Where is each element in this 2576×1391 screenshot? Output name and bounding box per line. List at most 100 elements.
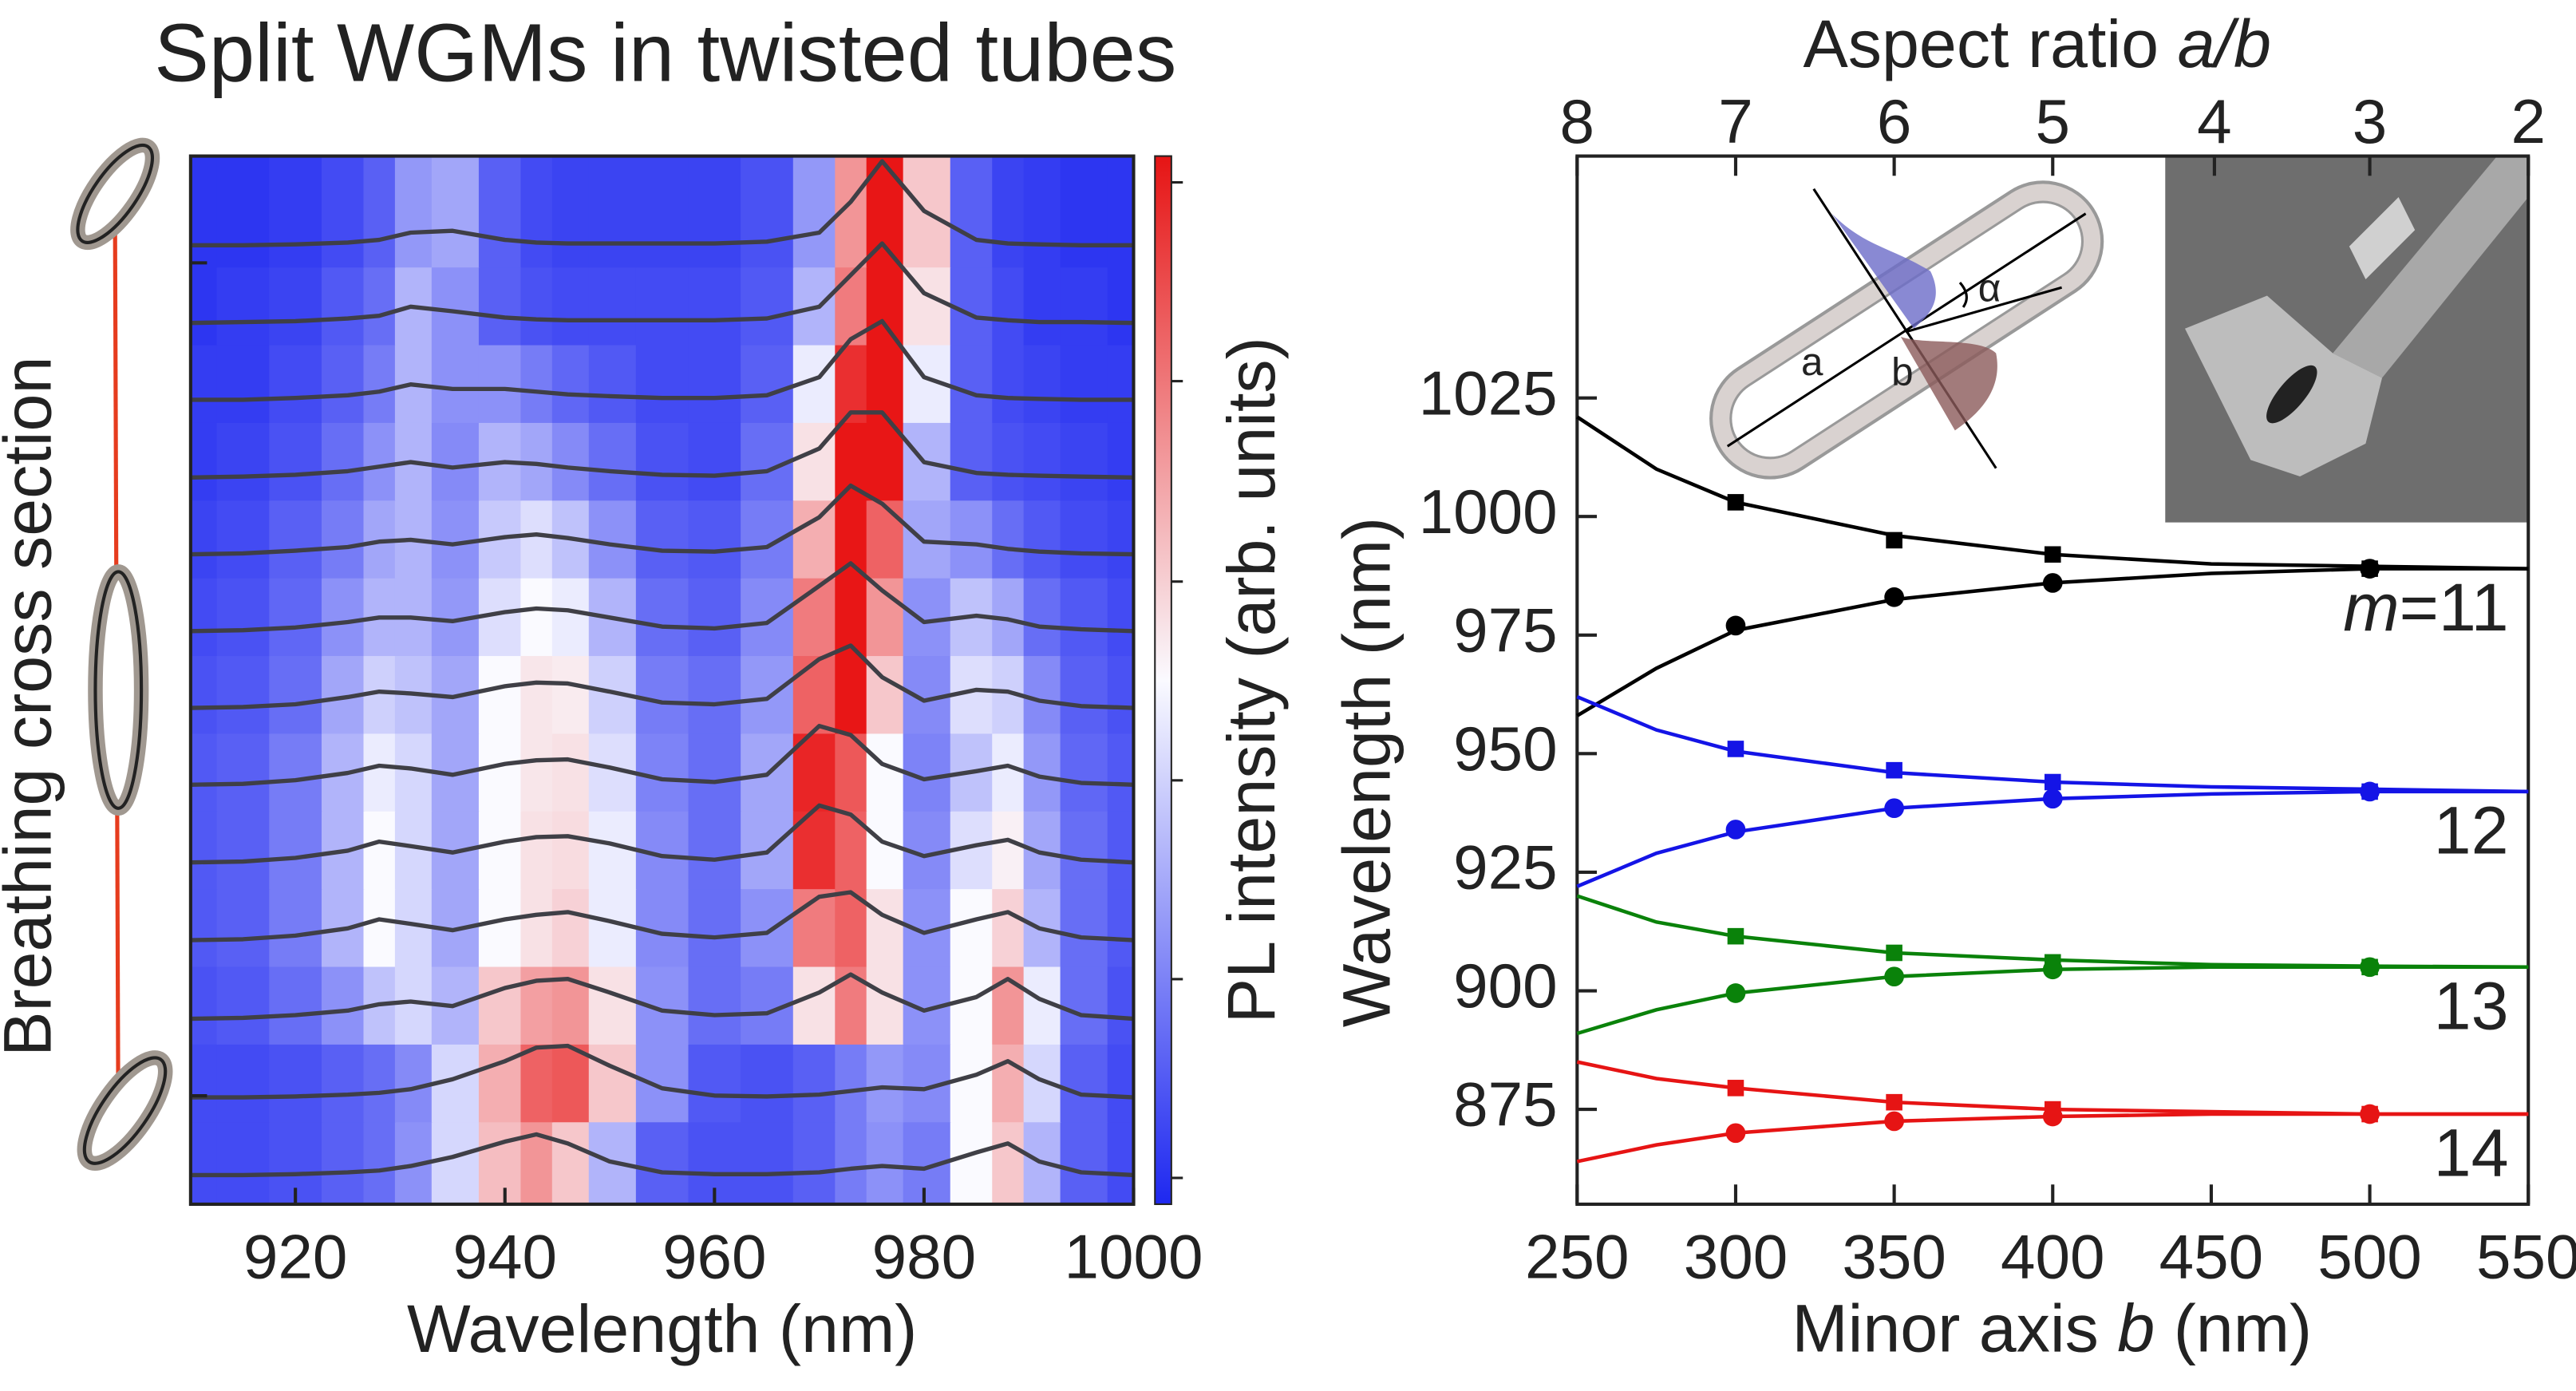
heat-cell — [792, 654, 836, 734]
spectrum-line — [190, 724, 1134, 787]
heat-cell — [1060, 1043, 1108, 1123]
heat-cell — [321, 966, 365, 1045]
heat-cell — [190, 733, 218, 812]
heat-cell — [588, 421, 638, 501]
heat-cell — [866, 887, 904, 967]
heat-cell — [363, 1121, 397, 1206]
heat-cell — [321, 266, 365, 346]
mode-label-text: 12 — [2434, 793, 2509, 868]
heat-cell — [1107, 733, 1135, 812]
circle-marker — [2042, 959, 2063, 980]
heat-cell — [1023, 266, 1061, 346]
heat-cell — [835, 577, 867, 657]
heat-cell — [1107, 1043, 1135, 1123]
heat-cell — [520, 577, 554, 657]
heat-cell — [431, 266, 480, 346]
heat-cell — [520, 966, 554, 1045]
heat-cell — [1023, 500, 1061, 579]
heat-cell — [1060, 733, 1108, 812]
heat-cell — [1023, 1043, 1061, 1123]
heat-cell — [321, 421, 365, 501]
heat-cell — [792, 1043, 836, 1123]
heat-cell — [741, 577, 795, 657]
heat-cell — [216, 500, 271, 579]
heat-cell — [190, 266, 218, 346]
heat-cell — [950, 1121, 994, 1206]
x-tick-label: 960 — [662, 1222, 767, 1292]
circle-marker — [2360, 957, 2380, 978]
heat-cell — [835, 1043, 867, 1123]
left-plot-frame — [188, 154, 1136, 1206]
heat-cell — [190, 344, 218, 423]
heat-cell — [688, 577, 742, 657]
heat-cell — [588, 344, 638, 423]
heat-cell — [950, 500, 994, 579]
square-marker — [1886, 761, 1902, 779]
circle-marker — [1725, 983, 1746, 1003]
circle-marker — [2042, 1106, 2063, 1127]
heat-cell — [635, 577, 689, 657]
heat-cell — [1107, 156, 1135, 268]
spectrum-line — [190, 803, 1134, 865]
square-marker — [1886, 1093, 1902, 1111]
heat-cell — [1060, 810, 1108, 890]
heat-cell — [478, 966, 522, 1045]
heat-cell — [835, 654, 867, 734]
heat-cell — [792, 966, 836, 1045]
heat-cell — [190, 421, 218, 501]
heat-cell — [269, 577, 323, 657]
heat-cell — [866, 577, 904, 657]
x-tick-label: 1000 — [1064, 1222, 1203, 1292]
heat-cell — [741, 266, 795, 346]
heat-cell — [1060, 654, 1108, 734]
heatmap — [190, 156, 1135, 1206]
heat-cell — [190, 500, 218, 579]
heat-cell — [992, 344, 1025, 423]
heat-cell — [190, 577, 218, 657]
spectrum-line — [190, 483, 1134, 557]
heat-cell — [269, 810, 323, 890]
spectrum-line — [190, 643, 1134, 710]
circle-marker — [1725, 615, 1746, 636]
heat-cell — [363, 344, 397, 423]
heat-cell — [992, 733, 1025, 812]
heat-cell — [269, 344, 323, 423]
heat-cell — [269, 500, 323, 579]
heat-cell — [1023, 344, 1061, 423]
heat-cell — [520, 344, 554, 423]
heat-cell — [431, 156, 480, 268]
mode-label-text: 14 — [2434, 1116, 2509, 1191]
heat-cell — [269, 733, 323, 812]
colorbar-label: PL intensity (arb. units) — [1214, 337, 1289, 1023]
heat-cell — [551, 810, 591, 890]
heat-cell — [688, 266, 742, 346]
heat-cell — [216, 1121, 271, 1206]
heat-cell — [478, 1121, 522, 1206]
heat-cell — [741, 1121, 795, 1206]
heat-cell — [866, 966, 904, 1045]
y-tick-label: 900 — [1453, 950, 1558, 1021]
heat-cell — [992, 266, 1025, 346]
heat-cell — [190, 1121, 218, 1206]
heat-cell — [903, 733, 951, 812]
circle-marker — [2042, 573, 2063, 593]
heat-cell — [835, 1121, 867, 1206]
x-tick-label: 940 — [452, 1222, 557, 1292]
square-marker — [1886, 532, 1902, 549]
heat-cell — [363, 887, 397, 967]
heat-cell — [520, 887, 554, 967]
square-marker — [1727, 494, 1744, 511]
heat-cell — [431, 421, 480, 501]
heat-cell — [635, 156, 689, 268]
heat-cell — [950, 344, 994, 423]
heat-cell — [478, 266, 522, 346]
mode-label-text: 13 — [2434, 969, 2509, 1044]
circle-marker — [2360, 781, 2380, 802]
spectrum-line — [190, 159, 1134, 248]
heat-cell — [269, 654, 323, 734]
heat-cell — [1060, 156, 1108, 268]
circle-marker — [1884, 798, 1904, 819]
heat-cell — [1060, 344, 1108, 423]
heat-cell — [394, 156, 433, 268]
heat-cell — [1060, 1121, 1108, 1206]
